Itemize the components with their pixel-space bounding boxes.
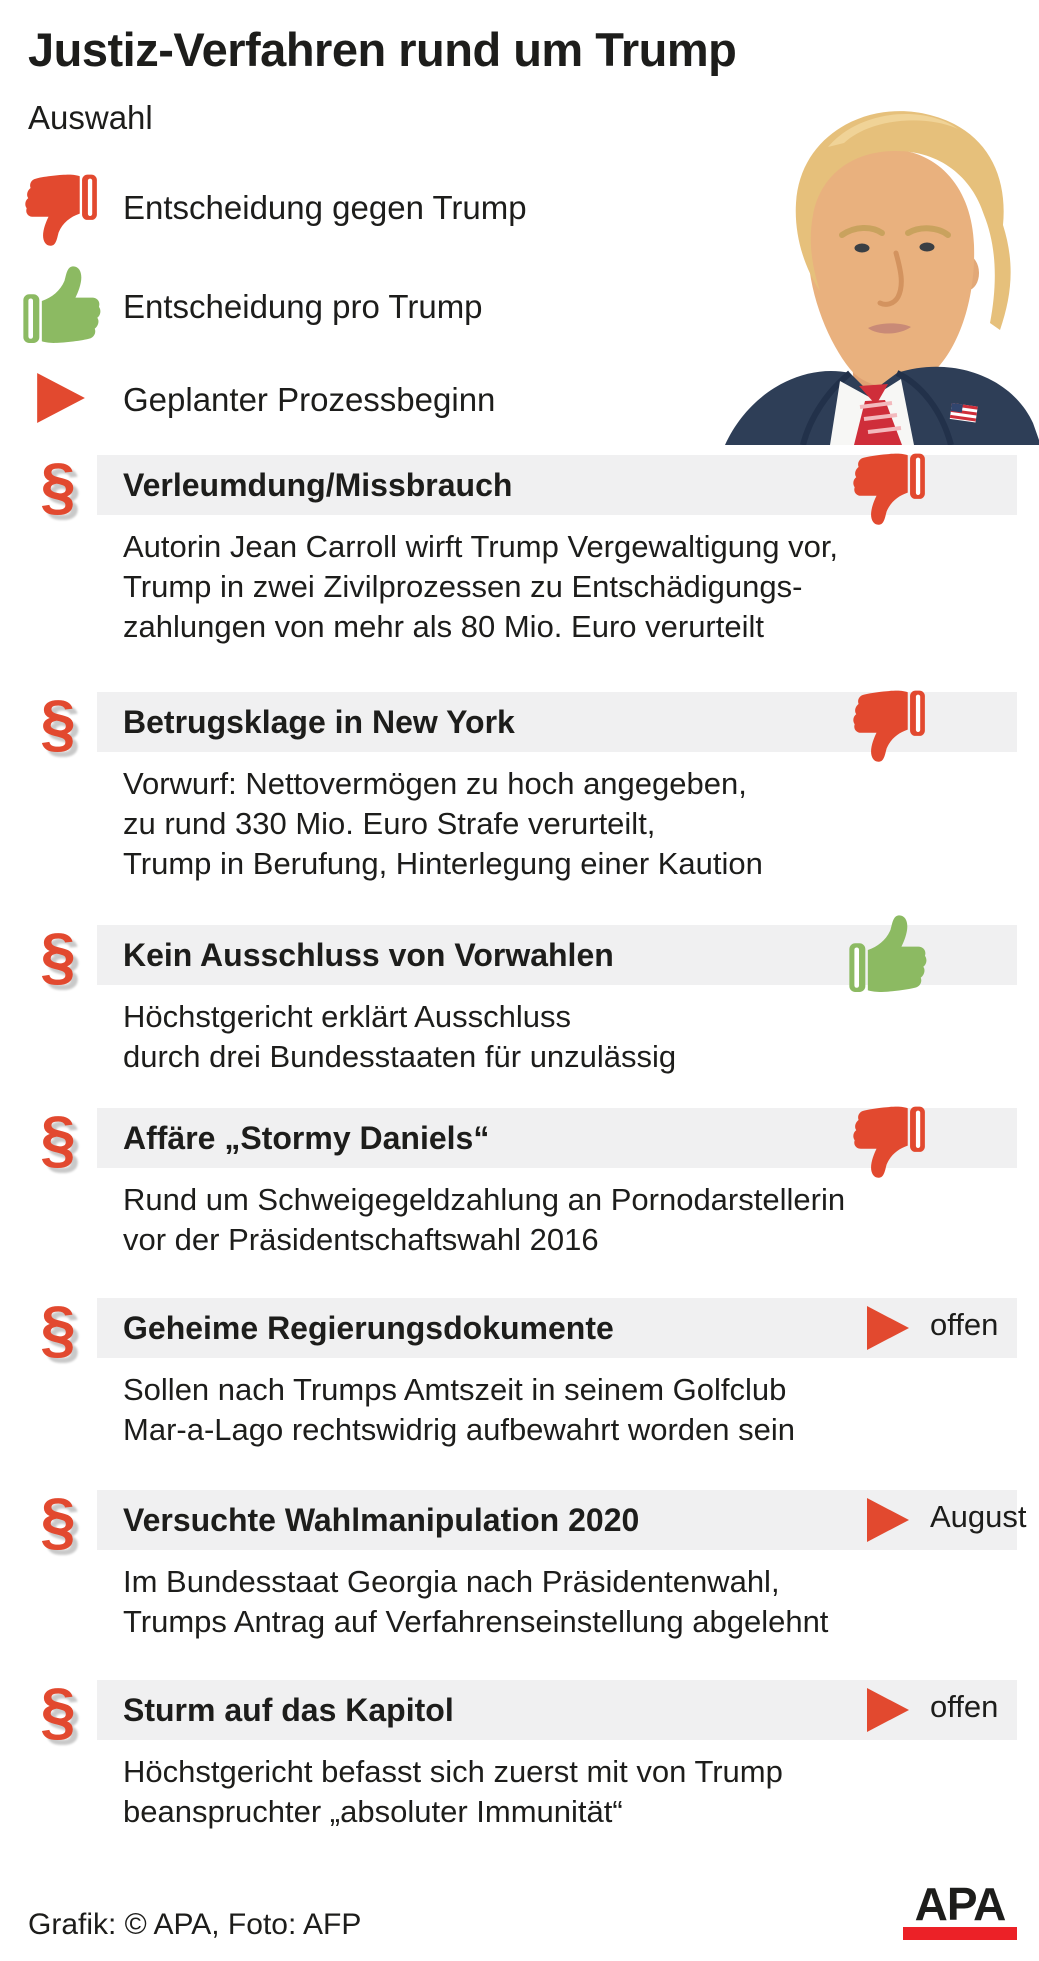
case-body: Rund um Schweigegeldzahlung an Pornodars…: [123, 1180, 845, 1260]
credit-line: Grafik: © APA, Foto: AFP: [28, 1908, 362, 1941]
apa-logo-red-bar: [903, 1927, 1017, 1940]
play-triangle-icon: [867, 1498, 909, 1542]
paragraph-icon: §: [40, 920, 76, 992]
case-title: Verleumdung/Missbrauch: [123, 467, 513, 503]
case-body: Sollen nach Trumps Amtszeit in seinem Go…: [123, 1370, 795, 1450]
case-header: Kein Ausschluss von Vorwahlen: [97, 925, 1017, 985]
case-body-line: Trump in Berufung, Hinterlegung einer Ka…: [123, 846, 763, 881]
case-header: Affäre „Stormy Daniels“: [97, 1108, 1017, 1168]
case-title: Versuchte Wahlmanipulation 2020: [123, 1502, 640, 1538]
case-body: Im Bundesstaat Georgia nach Präsidentenw…: [123, 1562, 828, 1642]
case-body-line: beanspruchter „absoluter Immunität“: [123, 1794, 623, 1829]
page-subtitle: Auswahl: [28, 99, 153, 136]
case-body: Vorwurf: Nettovermögen zu hoch angegeben…: [123, 764, 763, 884]
thumbs-down-icon: [850, 447, 928, 529]
apa-logo: APA: [903, 1878, 1017, 1940]
paragraph-icon: §: [40, 1293, 76, 1365]
thumbs-up-icon: [20, 262, 104, 350]
paragraph-icon: §: [40, 1485, 76, 1557]
case-body-line: Mar-a-Lago rechtswidrig aufbewahrt worde…: [123, 1412, 795, 1447]
case-header: Verleumdung/Missbrauch: [97, 455, 1017, 515]
thumbs-up-icon: [846, 911, 930, 999]
trump-photo: [725, 111, 1039, 445]
case-title: Affäre „Stormy Daniels“: [123, 1120, 490, 1156]
status-label: offen: [930, 1307, 999, 1342]
thumbs-down-icon: [850, 684, 928, 766]
case-body-line: zu rund 330 Mio. Euro Strafe verurteilt,: [123, 806, 656, 841]
case-header: Versuchte Wahlmanipulation 2020 August: [97, 1490, 1027, 1550]
thumbs-down-icon: [22, 168, 100, 250]
case-body-line: durch drei Bundesstaaten für unzulässig: [123, 1039, 677, 1074]
status-label: August: [930, 1499, 1027, 1534]
case-body-line: Höchstgericht erklärt Ausschluss: [123, 999, 571, 1034]
case-body-line: vor der Präsidentschaftswahl 2016: [123, 1222, 599, 1257]
case-body-line: Im Bundesstaat Georgia nach Präsidentenw…: [123, 1564, 780, 1599]
flag-pin-icon: [949, 403, 978, 423]
paragraph-icon: §: [40, 1675, 76, 1747]
play-triangle-icon: [867, 1688, 909, 1732]
case-body-line: Sollen nach Trumps Amtszeit in seinem Go…: [123, 1372, 787, 1407]
status-label: offen: [930, 1689, 999, 1724]
play-triangle-icon: [867, 1306, 909, 1350]
case-body-line: zahlungen von mehr als 80 Mio. Euro veru…: [123, 609, 764, 644]
case-header: Geheime Regierungsdokumente offen: [97, 1298, 1017, 1358]
legend-label-planned: Geplanter Prozessbeginn: [123, 381, 496, 418]
case-title: Betrugsklage in New York: [123, 704, 515, 740]
case-body-line: Höchstgericht befasst sich zuerst mit vo…: [123, 1754, 783, 1789]
play-triangle-icon: [37, 373, 85, 423]
case-body-line: Rund um Schweigegeldzahlung an Pornodars…: [123, 1182, 846, 1217]
paragraph-icon: §: [40, 687, 76, 759]
paragraph-icon: §: [40, 1103, 76, 1175]
case-body-line: Vorwurf: Nettovermögen zu hoch angegeben…: [123, 766, 747, 801]
paragraph-icon: §: [40, 450, 76, 522]
case-title: Kein Ausschluss von Vorwahlen: [123, 937, 614, 973]
case-body-line: Trumps Antrag auf Verfahrenseinstellung …: [123, 1604, 829, 1639]
legend-label-pro: Entscheidung pro Trump: [123, 288, 483, 325]
apa-logo-text: APA: [914, 1878, 1007, 1930]
legend-label-against: Entscheidung gegen Trump: [123, 189, 527, 226]
thumbs-down-icon: [850, 1100, 928, 1182]
case-body-line: Trump in zwei Zivilprozessen zu Entschäd…: [123, 569, 803, 604]
page-title: Justiz-Verfahren rund um Trump: [28, 23, 737, 76]
case-header: Betrugsklage in New York: [97, 692, 1017, 752]
case-body: Höchstgericht erklärt Ausschluss durch d…: [123, 997, 676, 1077]
case-title: Sturm auf das Kapitol: [123, 1692, 454, 1728]
case-body: Autorin Jean Carroll wirft Trump Vergewa…: [123, 527, 838, 647]
case-title: Geheime Regierungsdokumente: [123, 1310, 614, 1346]
case-body: Höchstgericht befasst sich zuerst mit vo…: [123, 1752, 783, 1832]
case-header: Sturm auf das Kapitol offen: [97, 1680, 1017, 1740]
case-body-line: Autorin Jean Carroll wirft Trump Vergewa…: [123, 529, 839, 564]
